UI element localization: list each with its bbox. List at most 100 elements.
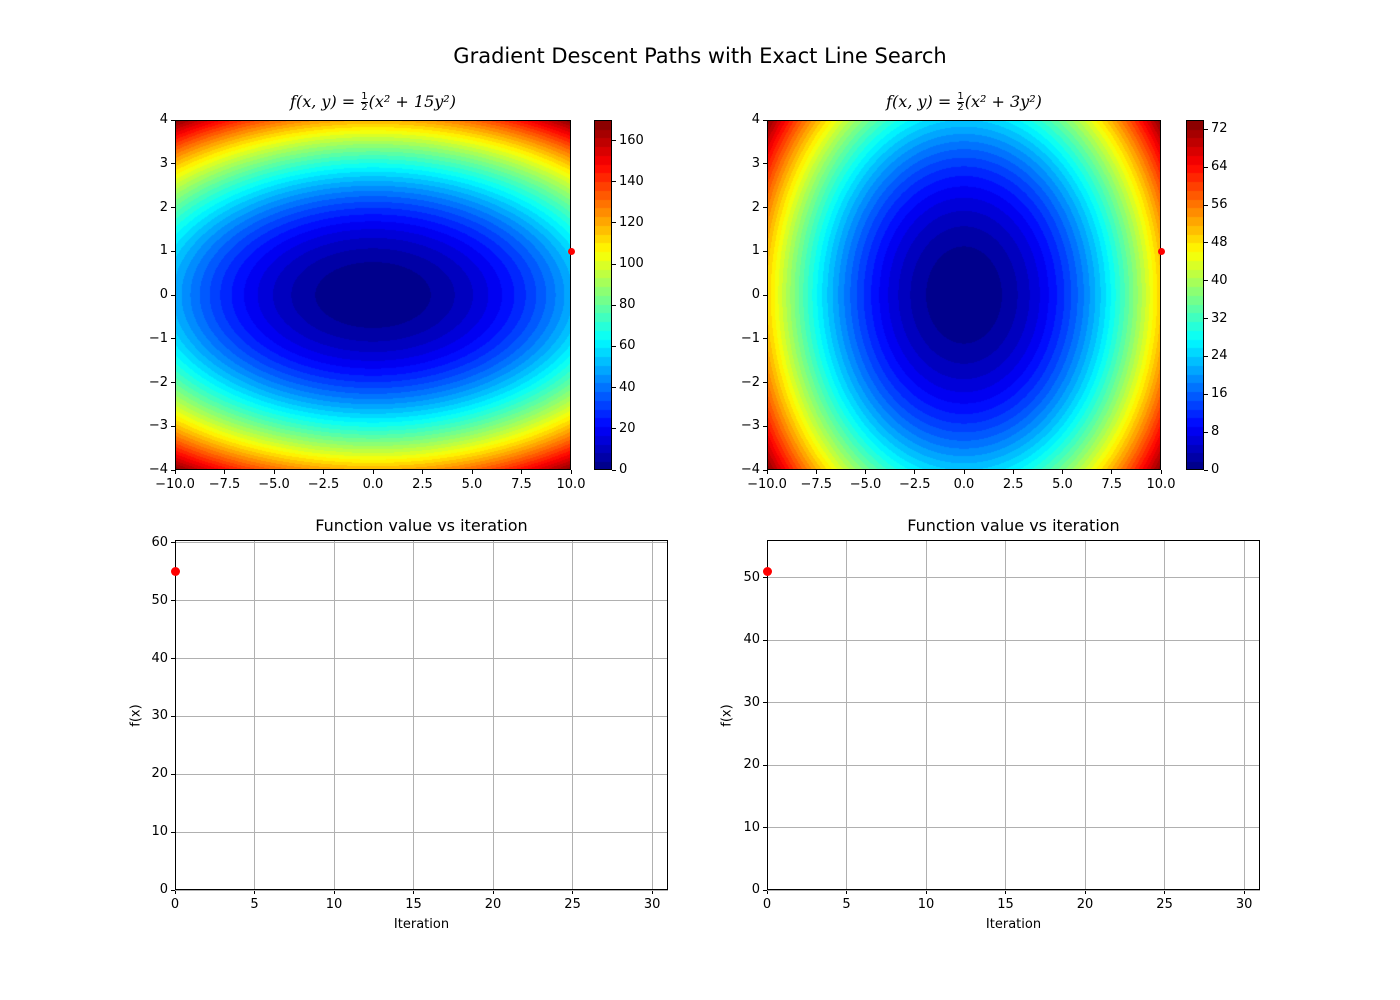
colorbar-tick-label: 120 <box>619 214 644 230</box>
colorbar-tick-mark <box>1204 280 1208 282</box>
grid-line-horizontal <box>175 831 668 833</box>
x-tick-mark <box>224 470 225 474</box>
y-tick-label: 1 <box>159 243 168 259</box>
y-tick-mark <box>171 773 175 775</box>
grid-line-vertical <box>1164 540 1166 890</box>
x-tick-label: 30 <box>1235 897 1253 912</box>
y-tick-label: 30 <box>743 694 760 710</box>
grid-line-horizontal <box>175 889 668 891</box>
y-tick-label: 20 <box>743 757 760 772</box>
colorbar-tick-mark <box>1204 318 1208 320</box>
y-tick-label: −4 <box>740 462 760 477</box>
x-tick-mark <box>174 890 176 894</box>
x-tick-label: −7.5 <box>208 477 241 492</box>
x-tick-label: −5.0 <box>258 477 290 492</box>
x-tick-mark <box>815 470 817 474</box>
title-body: (x² + 15y²) <box>368 92 456 111</box>
colorbar-tick-label: 100 <box>619 256 644 272</box>
colorbar-tick-label: 0 <box>1211 462 1220 477</box>
y-tick-label: 10 <box>743 819 760 835</box>
y-tick-mark <box>171 163 175 165</box>
colorbar-tick-label: 20 <box>619 420 636 436</box>
x-tick-mark <box>323 470 324 474</box>
y-tick-mark <box>171 469 175 471</box>
x-tick-label: −7.5 <box>800 477 833 492</box>
title-prefix: f(x, y) = <box>886 92 957 111</box>
y-tick-mark <box>763 764 767 766</box>
x-tick-label: 10 <box>917 897 935 912</box>
x-tick-label: 0.0 <box>953 477 975 492</box>
data-point-marker <box>170 567 180 577</box>
x-tick-label: 0 <box>170 897 180 912</box>
contour-plot-left <box>175 120 571 470</box>
y-tick-label: −3 <box>740 418 760 434</box>
grid-line-vertical <box>492 540 494 890</box>
panel-title-right: f(x, y) = 1 2 (x² + 3y²) <box>767 92 1161 113</box>
grid-line-horizontal <box>175 773 668 775</box>
y-tick-label: 0 <box>159 882 168 897</box>
y-tick-mark <box>763 577 767 578</box>
colorbar-tick-mark <box>612 469 616 471</box>
grid-line-vertical <box>1243 540 1245 890</box>
grid-line-horizontal <box>767 639 1260 641</box>
colorbar-right <box>1186 120 1204 470</box>
x-tick-mark <box>521 470 522 474</box>
panel-title-fvalue-left: Function value vs iteration <box>315 516 528 535</box>
x-tick-label: −5.0 <box>849 477 882 492</box>
title-prefix: f(x, y) = <box>290 92 361 111</box>
colorbar-tick-label: 0 <box>619 462 628 477</box>
y-tick-label: −3 <box>148 418 168 434</box>
x-tick-label: 30 <box>643 897 661 912</box>
colorbar-tick-mark <box>612 222 616 224</box>
colorbar-tick-label: 40 <box>1211 272 1228 288</box>
frac-num: 1 <box>957 91 964 103</box>
x-tick-label: −10.0 <box>155 477 195 492</box>
x-tick-label: 20 <box>1076 897 1094 912</box>
figure-title: Gradient Descent Paths with Exact Line S… <box>453 44 947 68</box>
y-tick-mark <box>763 469 767 471</box>
colorbar-tick-label: 64 <box>1211 159 1228 175</box>
y-tick-mark <box>171 425 175 427</box>
x-tick-mark <box>1111 470 1113 474</box>
grid-line-vertical <box>333 540 335 890</box>
colorbar-tick-mark <box>1204 166 1208 168</box>
colorbar-tick-label: 16 <box>1211 386 1228 402</box>
y-tick-mark <box>171 250 175 252</box>
colorbar-tick-label: 32 <box>1211 310 1228 326</box>
data-point-marker <box>762 566 772 576</box>
x-axis-label: Iteration <box>985 917 1042 932</box>
y-tick-mark <box>171 658 175 660</box>
x-tick-label: 0 <box>762 897 772 912</box>
y-axis-label: f(x) <box>128 704 144 727</box>
grid-line-horizontal <box>767 827 1260 828</box>
x-tick-mark <box>766 470 768 474</box>
x-tick-mark <box>174 470 176 474</box>
grid-line-vertical <box>1005 540 1007 890</box>
y-tick-mark <box>763 163 767 165</box>
colorbar-tick-mark <box>1204 393 1208 395</box>
y-tick-label: 0 <box>751 882 760 897</box>
colorbar-tick-mark <box>612 263 616 265</box>
y-tick-label: 10 <box>151 824 168 840</box>
x-tick-label: 10 <box>325 897 343 912</box>
y-tick-mark <box>171 542 175 544</box>
x-tick-label: 15 <box>997 897 1014 912</box>
colorbar-tick-mark <box>1204 242 1208 244</box>
x-tick-mark <box>1062 470 1063 474</box>
x-tick-mark <box>766 890 768 894</box>
y-tick-mark <box>763 250 767 252</box>
grid-line-vertical <box>572 540 574 890</box>
axes-frame <box>767 540 1260 890</box>
x-tick-label: 25 <box>1156 897 1173 912</box>
y-tick-mark <box>763 425 767 427</box>
y-tick-label: −2 <box>148 374 168 390</box>
colorbar-tick-mark <box>612 345 616 347</box>
grid-line-horizontal <box>767 577 1260 578</box>
x-tick-mark <box>333 890 335 894</box>
x-tick-mark <box>372 470 374 474</box>
colorbar-tick-label: 160 <box>619 132 644 148</box>
x-tick-mark <box>925 890 927 894</box>
x-tick-label: 5.0 <box>1052 477 1073 492</box>
colorbar-tick-mark <box>612 181 616 183</box>
x-tick-mark <box>963 470 965 474</box>
